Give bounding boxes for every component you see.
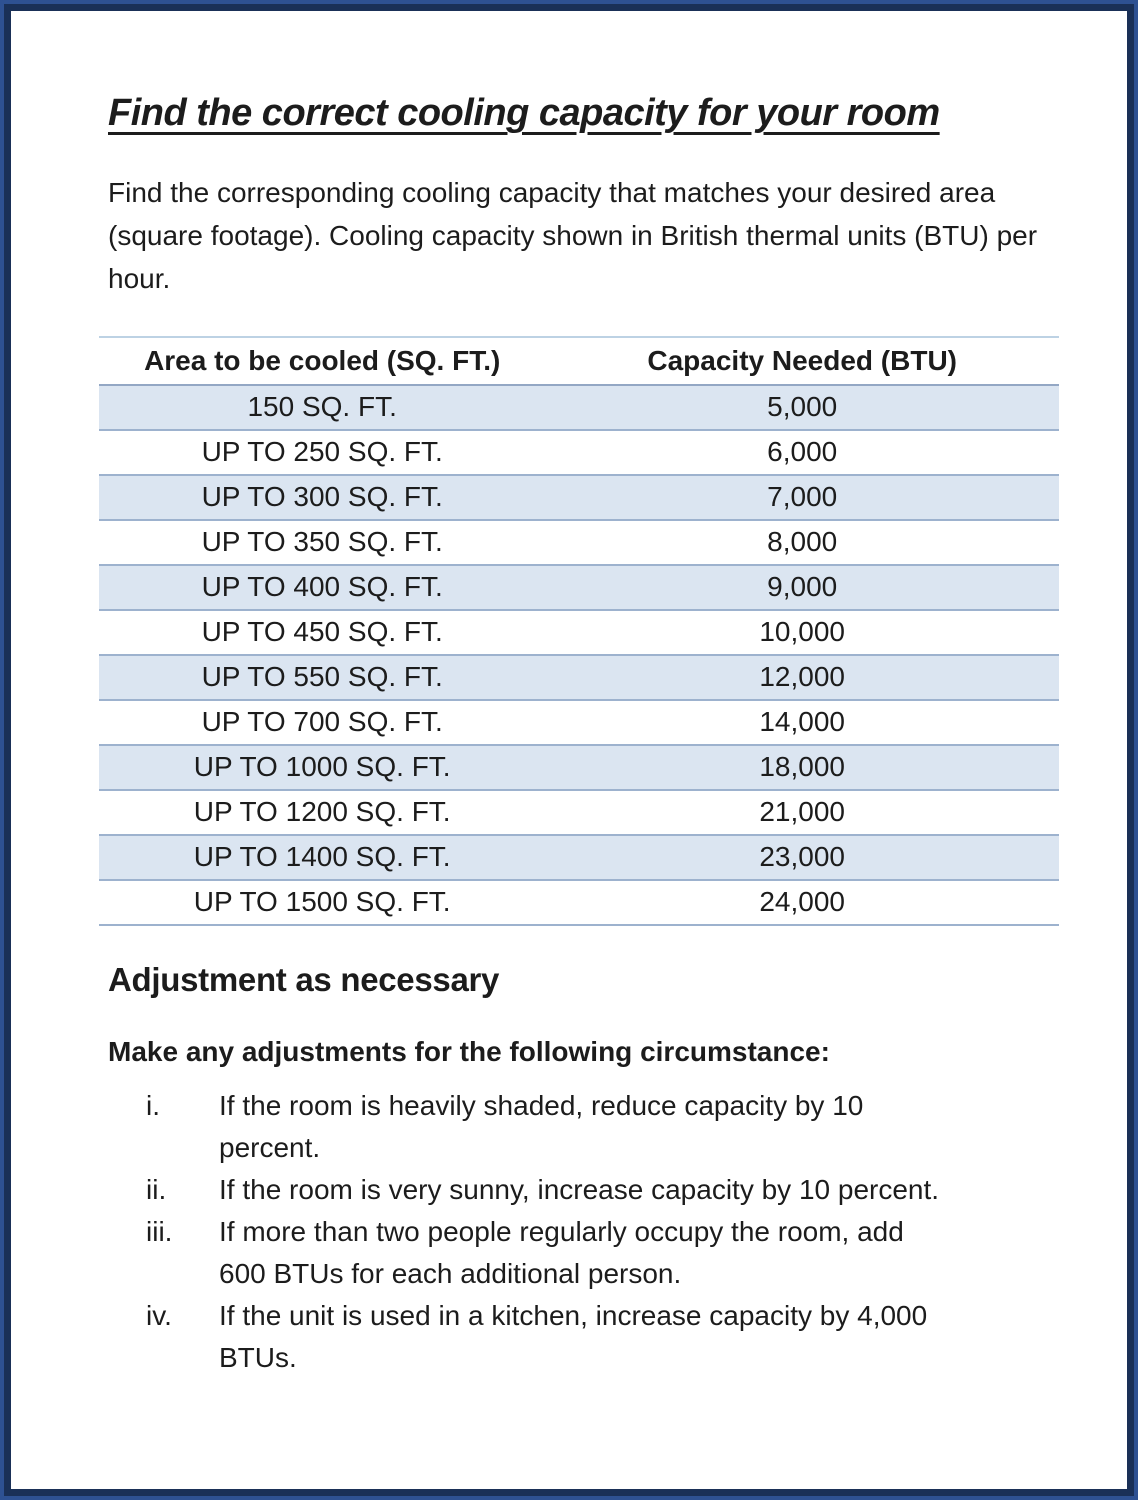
table-row: UP TO 350 SQ. FT. 8,000 [99, 521, 1059, 566]
intro-paragraph: Find the corresponding cooling capacity … [108, 176, 1038, 294]
list-item-text: If the room is heavily shaded, reduce ca… [219, 1089, 864, 1163]
table-row: UP TO 1200 SQ. FT. 21,000 [99, 791, 1059, 836]
column-header-area: Area to be cooled (SQ. FT.) [144, 344, 501, 376]
table-row: UP TO 400 SQ. FT. 9,000 [99, 565, 1059, 611]
list-item-marker: ii. [146, 1173, 167, 1205]
capacity-cell: 10,000 [759, 616, 845, 648]
area-cell: UP TO 350 SQ. FT. [201, 526, 443, 558]
capacity-cell: 9,000 [767, 571, 838, 603]
column-header-capacity: Capacity Needed (BTU) [647, 344, 957, 376]
table-row: UP TO 1500 SQ. FT. 24,000 [99, 881, 1059, 926]
adjustments-heading: Adjustment as necessary [108, 960, 500, 998]
list-item-marker: iii. [146, 1215, 173, 1247]
capacity-cell: 12,000 [759, 661, 845, 693]
capacity-cell: 6,000 [767, 436, 838, 468]
list-item: iv. If the unit is used in a kitchen, inc… [146, 1295, 1039, 1379]
list-item-marker: i. [146, 1089, 160, 1121]
area-cell: UP TO 450 SQ. FT. [201, 616, 443, 648]
cooling-capacity-table: Area to be cooled (SQ. FT.) Capacity Nee… [99, 335, 1059, 926]
area-cell: UP TO 1400 SQ. FT. [193, 841, 451, 873]
area-cell: UP TO 1000 SQ. FT. [193, 751, 451, 783]
capacity-cell: 7,000 [767, 481, 838, 513]
page-title: Find the correct cooling capacity for yo… [108, 92, 940, 134]
table-row: UP TO 1000 SQ. FT. 18,000 [99, 745, 1059, 791]
list-item-text: If the unit is used in a kitchen, increa… [219, 1299, 928, 1373]
table-row: UP TO 700 SQ. FT. 14,000 [99, 701, 1059, 746]
capacity-cell: 23,000 [759, 841, 845, 873]
list-item: i. If the room is heavily shaded, reduce … [146, 1085, 1039, 1169]
adjustments-list: i. If the room is heavily shaded, reduce … [146, 1085, 1039, 1379]
table-body: 150 SQ. FT. 5,000 UP TO 250 SQ. FT. 6,000 UP… [99, 385, 1059, 926]
table-row: UP TO 550 SQ. FT. 12,000 [99, 655, 1059, 701]
capacity-cell: 5,000 [767, 391, 838, 423]
capacity-cell: 21,000 [759, 796, 845, 828]
capacity-cell: 14,000 [759, 706, 845, 738]
list-item: iii. If more than two people regularly oc… [146, 1211, 1039, 1295]
table-row: UP TO 300 SQ. FT. 7,000 [99, 475, 1059, 521]
document-page: Find the correct cooling capacity for yo… [11, 11, 1127, 1489]
area-cell: UP TO 1200 SQ. FT. [193, 796, 451, 828]
area-cell: UP TO 400 SQ. FT. [201, 571, 443, 603]
table-row: UP TO 250 SQ. FT. 6,000 [99, 431, 1059, 476]
area-cell: UP TO 550 SQ. FT. [201, 661, 443, 693]
adjustments-lead: Make any adjustments for the following c… [108, 1035, 830, 1067]
table-row: 150 SQ. FT. 5,000 [99, 385, 1059, 431]
capacity-cell: 18,000 [759, 751, 845, 783]
list-item-text: If more than two people regularly occupy… [219, 1215, 904, 1289]
capacity-cell: 8,000 [767, 526, 838, 558]
area-cell: UP TO 300 SQ. FT. [201, 481, 443, 513]
table-header-row: Area to be cooled (SQ. FT.) Capacity Nee… [99, 338, 1059, 386]
capacity-cell: 24,000 [759, 886, 845, 918]
list-item-marker: iv. [146, 1299, 172, 1331]
table-row: UP TO 450 SQ. FT. 10,000 [99, 611, 1059, 656]
area-cell: UP TO 1500 SQ. FT. [193, 886, 451, 918]
area-cell: UP TO 250 SQ. FT. [201, 436, 443, 468]
area-cell: UP TO 700 SQ. FT. [201, 706, 443, 738]
table-row: UP TO 1400 SQ. FT. 23,000 [99, 835, 1059, 881]
list-item: ii. If the room is very sunny, increase c… [146, 1169, 1039, 1211]
list-item-text: If the room is very sunny, increase capa… [219, 1173, 940, 1205]
area-cell: 150 SQ. FT. [247, 391, 397, 423]
